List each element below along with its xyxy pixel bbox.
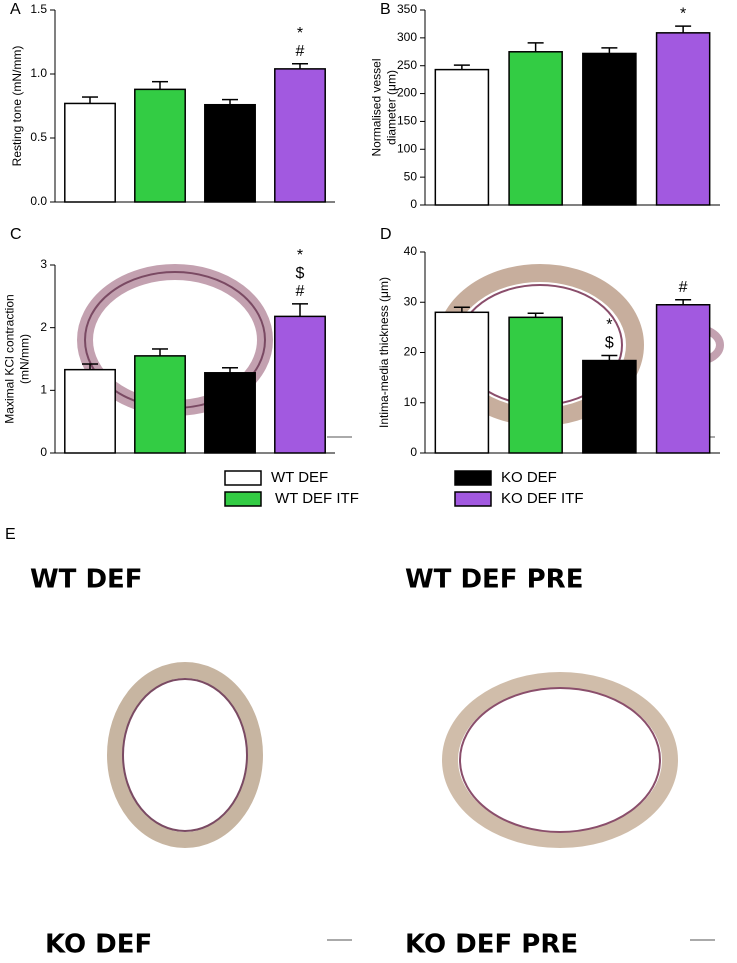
y-tick-label: 30 (404, 294, 418, 308)
y-tick-label: 0.0 (30, 194, 47, 208)
panel-label: E (5, 526, 16, 543)
image-label: KO DEF (45, 930, 152, 959)
bar (64, 368, 116, 454)
annotation: $ (296, 265, 305, 282)
y-tick-label: 2 (40, 320, 47, 334)
bar (508, 316, 563, 454)
y-tick-label: 350 (397, 2, 417, 16)
image-label: WT DEF PRE (405, 565, 583, 595)
legend-label: KO DEF ITF (501, 490, 584, 507)
image-label: WT DEF (30, 565, 143, 595)
annotation: # (679, 279, 688, 296)
y-tick-label: 40 (404, 244, 418, 258)
bar (582, 359, 637, 454)
annotation: $ (605, 335, 614, 352)
y-tick-label: 3 (40, 257, 47, 271)
bar (134, 88, 186, 203)
y-axis-label: Resting tone (mN/mm) (10, 46, 24, 167)
y-tick-label: 0.5 (30, 130, 47, 144)
y-tick-label: 50 (404, 169, 418, 183)
y-tick-label: 0 (40, 445, 47, 459)
y-tick-label: 1 (40, 383, 47, 397)
y-tick-label: 0 (410, 197, 417, 211)
legend-label: KO DEF (501, 469, 557, 486)
y-axis-label: (mN/mm) (18, 334, 32, 384)
bar (582, 52, 637, 206)
y-axis-label: Maximal KCl contraction (3, 294, 17, 423)
legend-swatch (454, 470, 492, 486)
y-tick-label: 10 (404, 395, 418, 409)
y-tick-label: 300 (397, 30, 417, 44)
legend-label: WT DEF ITF (275, 490, 359, 507)
y-axis-label: Intima-media thickness (μm) (377, 277, 391, 428)
annotation: * (297, 25, 303, 42)
image-label: KO DEF PRE (405, 930, 578, 959)
annotation: * (606, 317, 612, 334)
bar (434, 311, 490, 454)
bar (274, 315, 326, 454)
y-tick-label: 1.0 (30, 66, 47, 80)
panel-label: C (10, 226, 22, 243)
annotation: # (296, 283, 305, 300)
y-tick-label: 100 (397, 141, 417, 155)
bar (655, 304, 711, 454)
y-tick-label: 1.5 (30, 2, 47, 16)
legend-swatch (454, 491, 492, 507)
panel-label: A (10, 1, 21, 18)
legend-swatch (224, 491, 262, 507)
y-axis-label: diameter (μm) (385, 70, 399, 145)
annotation: * (297, 247, 303, 264)
legend-swatch (224, 470, 262, 486)
bar (274, 68, 326, 203)
y-tick-label: 250 (397, 58, 417, 72)
y-tick-label: 0 (410, 445, 417, 459)
bar (134, 355, 186, 454)
y-tick-label: 20 (404, 345, 418, 359)
panel-label: D (380, 226, 392, 243)
y-tick-label: 150 (397, 114, 417, 128)
panel-label: B (380, 1, 391, 18)
y-tick-label: 200 (397, 86, 417, 100)
bar (508, 51, 563, 206)
y-axis-label: Normalised vessel (370, 58, 384, 156)
bar (204, 372, 256, 454)
bar (434, 68, 490, 206)
annotation: # (296, 43, 305, 60)
bar (204, 103, 256, 203)
legend-label: WT DEF (271, 469, 328, 486)
bar (64, 102, 116, 203)
bar (655, 32, 711, 206)
annotation: * (680, 5, 686, 22)
